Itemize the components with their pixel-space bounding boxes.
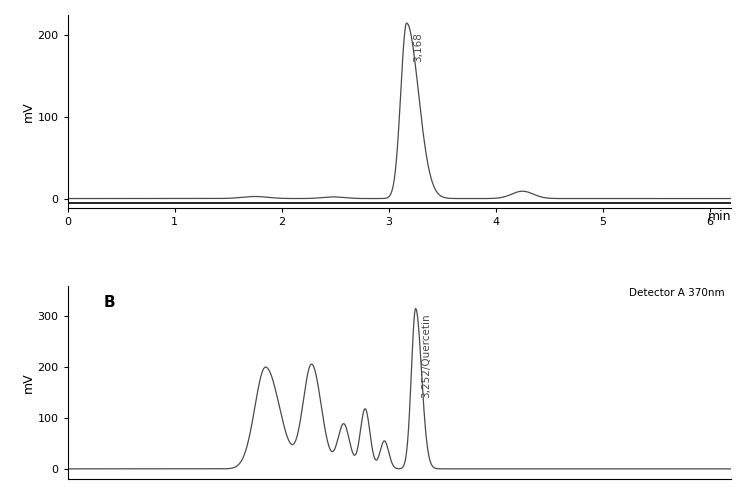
Text: 3,252/Quercetin: 3,252/Quercetin (421, 313, 431, 398)
Y-axis label: mV: mV (22, 372, 34, 393)
Y-axis label: mV: mV (22, 101, 34, 122)
Text: B: B (104, 295, 116, 310)
Text: Detector A 370nm: Detector A 370nm (629, 287, 724, 297)
Text: min: min (708, 210, 731, 223)
Text: 3,168: 3,168 (413, 32, 423, 62)
